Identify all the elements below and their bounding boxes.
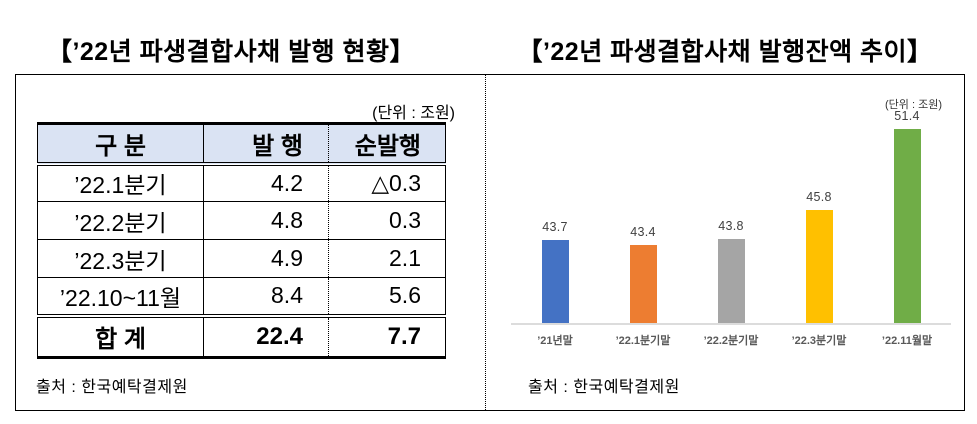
bar-chart-plot-area: 43.7 43.4 43.8 45.8 51.4 bbox=[511, 109, 951, 325]
x-axis-tick-label: ’22.11월말 bbox=[881, 335, 933, 347]
bar-value-label: 43.7 bbox=[542, 220, 568, 234]
table-cell: ’22.2분기 bbox=[37, 201, 204, 240]
table-row: ’22.3분기 4.9 2.1 bbox=[37, 239, 446, 278]
bar-value-label: 43.4 bbox=[630, 225, 656, 239]
right-panel-title: 【’22년 파생결합사채 발행잔액 추이】 bbox=[517, 38, 933, 66]
table-header-row: 구 분 발 행 순발행 bbox=[37, 122, 446, 166]
x-axis-tick-label: ’21년말 bbox=[537, 335, 573, 347]
bar-group: 51.4 bbox=[863, 109, 951, 323]
x-axis-tick-label: ’22.3분기말 bbox=[791, 335, 847, 347]
source-note-right: 출처 : 한국예탁결제원 bbox=[528, 379, 680, 396]
bar-group: 45.8 bbox=[775, 190, 863, 323]
x-axis-tick-label: ’22.1분기말 bbox=[615, 335, 671, 347]
table-cell: ’22.1분기 bbox=[37, 163, 204, 202]
table-row: ’22.10~11월 8.4 5.6 bbox=[37, 277, 446, 318]
issuance-table: 구 분 발 행 순발행 ’22.1분기 4.2 △0.3 ’22.2분기 4.8… bbox=[37, 122, 446, 359]
bar-value-label: 45.8 bbox=[806, 190, 832, 204]
table-total-row: 합 계 22.4 7.7 bbox=[37, 315, 446, 359]
balance-chart-panel: (단위 : 조원) 43.7 43.4 43.8 45.8 bbox=[485, 75, 964, 410]
table-row: ’22.2분기 4.8 0.3 bbox=[37, 201, 446, 240]
bar-value-label: 43.8 bbox=[718, 219, 744, 233]
header-net-issued: 순발행 bbox=[328, 122, 446, 166]
total-issued: 22.4 bbox=[203, 315, 329, 359]
table-cell: 5.6 bbox=[328, 277, 446, 318]
table-cell: △0.3 bbox=[328, 163, 446, 202]
bar-group: 43.7 bbox=[511, 220, 599, 323]
issuance-table-panel: (단위 : 조원) 구 분 발 행 순발행 ’22.1분기 4.2 △0.3 bbox=[16, 75, 485, 410]
header-issued: 발 행 bbox=[203, 122, 329, 166]
bar-group: 43.8 bbox=[687, 219, 775, 323]
table-unit-label: (단위 : 조원) bbox=[372, 105, 455, 122]
chart-unit-label: (단위 : 조원) bbox=[885, 99, 942, 111]
left-panel-title: 【’22년 파생결합사채 발행 현황】 bbox=[46, 38, 416, 66]
table-cell: 0.3 bbox=[328, 201, 446, 240]
table-cell: ’22.10~11월 bbox=[37, 277, 204, 318]
table-cell: 4.2 bbox=[203, 163, 329, 202]
source-note-left: 출처 : 한국예탁결제원 bbox=[36, 379, 188, 396]
total-label: 합 계 bbox=[37, 315, 204, 359]
bar-group: 43.4 bbox=[599, 225, 687, 323]
x-axis-tick-label: ’22.2분기말 bbox=[703, 335, 759, 347]
table-row: ’22.1분기 4.2 △0.3 bbox=[37, 163, 446, 202]
bar bbox=[893, 129, 921, 323]
bar bbox=[717, 239, 745, 323]
table-cell: 4.9 bbox=[203, 239, 329, 278]
table-cell: 8.4 bbox=[203, 277, 329, 318]
figure-frame: (단위 : 조원) 구 분 발 행 순발행 ’22.1분기 4.2 △0.3 bbox=[15, 74, 965, 411]
table-cell: 2.1 bbox=[328, 239, 446, 278]
x-axis-labels: ’21년말 ’22.1분기말 ’22.2분기말 ’22.3분기말 ’22.11월… bbox=[511, 332, 951, 348]
table-cell: ’22.3분기 bbox=[37, 239, 204, 278]
bar bbox=[541, 240, 569, 323]
total-net-issued: 7.7 bbox=[328, 315, 446, 359]
bar-value-label: 51.4 bbox=[894, 109, 920, 123]
bar bbox=[629, 245, 657, 323]
table-cell: 4.8 bbox=[203, 201, 329, 240]
bar bbox=[805, 210, 833, 323]
header-category: 구 분 bbox=[37, 122, 204, 166]
